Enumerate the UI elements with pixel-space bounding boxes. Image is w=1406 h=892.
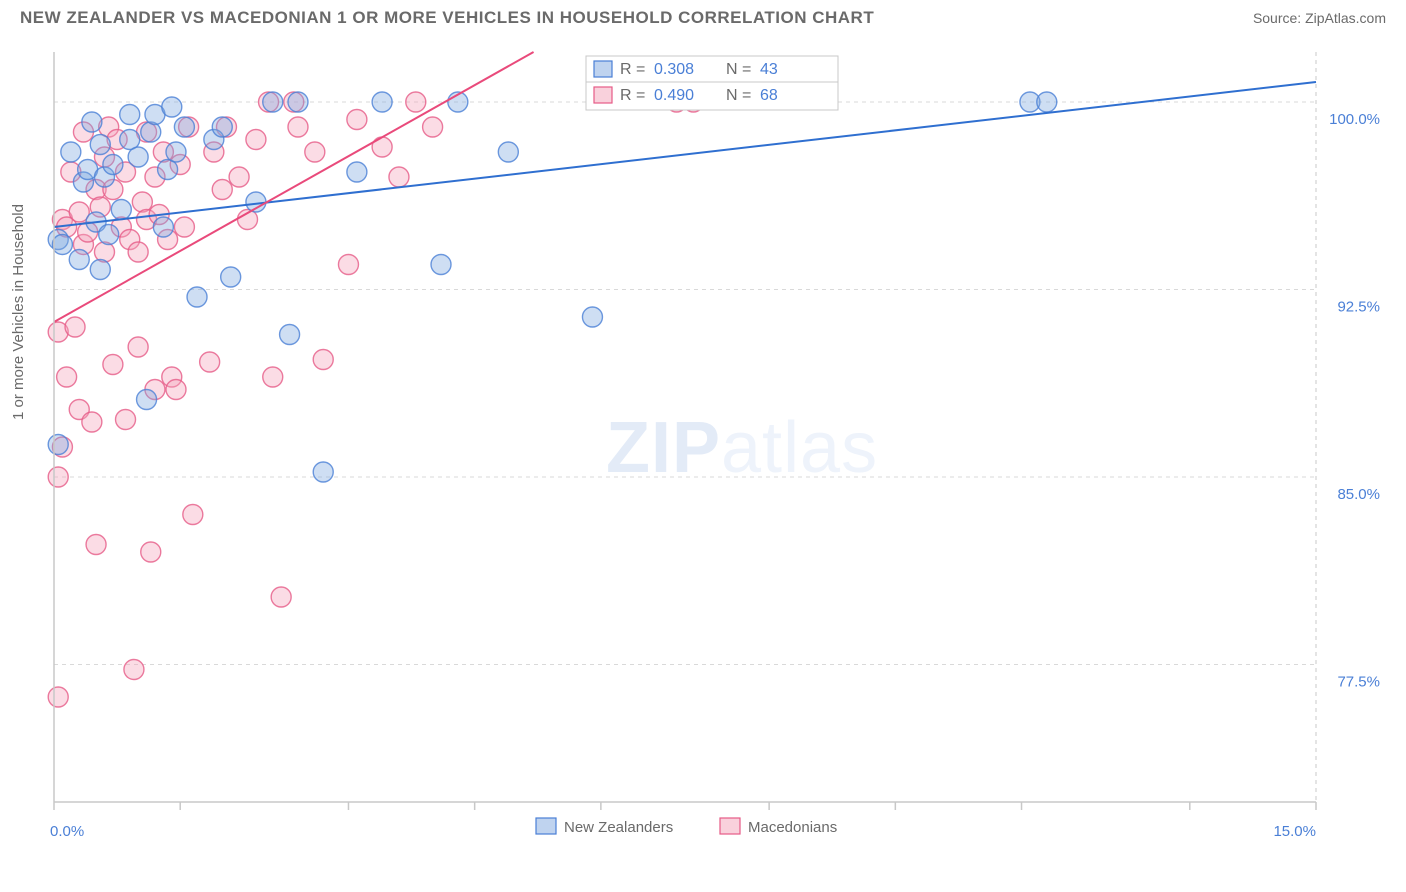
- svg-text:N =: N =: [726, 61, 751, 78]
- watermark: ZIPatlas: [606, 408, 878, 488]
- scatter-point: [183, 505, 203, 525]
- plot-area: 77.5% 85.0% 92.5% 100.0% ZIPatlas 0.0% 15.0% R …: [46, 42, 1384, 842]
- scatter-point: [221, 267, 241, 287]
- scatter-point: [65, 317, 85, 337]
- svg-text:68: 68: [760, 87, 778, 104]
- scatter-point: [166, 380, 186, 400]
- scatter-point: [128, 242, 148, 262]
- scatter-point: [229, 167, 249, 187]
- svg-text:R =: R =: [620, 61, 645, 78]
- svg-text:0.490: 0.490: [654, 87, 694, 104]
- scatter-point: [347, 162, 367, 182]
- scatter-point: [86, 535, 106, 555]
- scatter-point: [132, 192, 152, 212]
- scatter-point: [187, 287, 207, 307]
- scatter-point: [338, 255, 358, 275]
- scatter-point: [372, 137, 392, 157]
- scatter-point: [128, 337, 148, 357]
- scatter-point: [313, 462, 333, 482]
- scatter-point: [1037, 92, 1057, 112]
- chart-title: NEW ZEALANDER VS MACEDONIAN 1 OR MORE VE…: [20, 8, 874, 28]
- scatter-point: [406, 92, 426, 112]
- scatter-point: [128, 147, 148, 167]
- scatter-point: [57, 367, 77, 387]
- svg-text:R =: R =: [620, 87, 645, 104]
- scatter-point: [48, 435, 68, 455]
- scatter-point: [498, 142, 518, 162]
- scatter-point: [90, 135, 110, 155]
- scatter-point: [431, 255, 451, 275]
- scatter-point: [69, 250, 89, 270]
- source-label: Source: ZipAtlas.com: [1253, 10, 1386, 26]
- scatter-point: [61, 142, 81, 162]
- scatter-point: [280, 325, 300, 345]
- svg-text:N =: N =: [726, 87, 751, 104]
- legend-label: Macedonians: [748, 819, 837, 836]
- svg-text:43: 43: [760, 61, 778, 78]
- scatter-point: [99, 225, 119, 245]
- scatter-point: [582, 307, 602, 327]
- x-tick-label: 0.0%: [50, 823, 84, 840]
- scatter-point: [82, 412, 102, 432]
- scatter-point: [288, 92, 308, 112]
- y-tick-label: 77.5%: [1337, 674, 1380, 691]
- legend-swatch: [536, 818, 556, 834]
- scatter-point: [48, 467, 68, 487]
- scatter-point: [90, 260, 110, 280]
- scatter-point: [389, 167, 409, 187]
- legend: New Zealanders Macedonians: [536, 818, 837, 836]
- scatter-chart: 77.5% 85.0% 92.5% 100.0% ZIPatlas 0.0% 15.0% R …: [46, 42, 1384, 842]
- scatter-point: [372, 92, 392, 112]
- scatter-point: [200, 352, 220, 372]
- y-tick-label: 85.0%: [1337, 486, 1380, 503]
- scatter-point: [263, 367, 283, 387]
- scatter-point: [305, 142, 325, 162]
- scatter-point: [347, 110, 367, 130]
- scatter-point: [162, 97, 182, 117]
- scatter-point: [52, 235, 72, 255]
- y-tick-label: 100.0%: [1329, 111, 1380, 128]
- scatter-point: [120, 105, 140, 125]
- scatter-point: [94, 242, 114, 262]
- scatter-point: [212, 117, 232, 137]
- stat-box: R = 0.308 N = 43 R = 0.490 N = 68: [586, 56, 838, 110]
- title-bar: NEW ZEALANDER VS MACEDONIAN 1 OR MORE VE…: [0, 0, 1406, 32]
- scatter-point: [103, 155, 123, 175]
- y-tick-label: 92.5%: [1337, 299, 1380, 316]
- scatter-point: [82, 112, 102, 132]
- scatter-point: [141, 122, 161, 142]
- scatter-point: [212, 180, 232, 200]
- scatter-point: [246, 130, 266, 150]
- scatter-point: [153, 217, 173, 237]
- scatter-point: [271, 587, 291, 607]
- scatter-point: [313, 350, 333, 370]
- scatter-point: [137, 390, 157, 410]
- scatter-point: [48, 687, 68, 707]
- scatter-point: [124, 660, 144, 680]
- scatter-point: [116, 410, 136, 430]
- scatter-point: [141, 542, 161, 562]
- scatter-point: [111, 200, 131, 220]
- y-axis-label: 1 or more Vehicles in Household: [10, 204, 27, 420]
- scatter-point: [263, 92, 283, 112]
- scatter-point: [174, 117, 194, 137]
- legend-swatch: [720, 818, 740, 834]
- x-tick-label: 15.0%: [1273, 823, 1316, 840]
- scatter-point: [423, 117, 443, 137]
- scatter-point: [174, 217, 194, 237]
- scatter-point: [288, 117, 308, 137]
- svg-text:0.308: 0.308: [654, 61, 694, 78]
- legend-label: New Zealanders: [564, 819, 673, 836]
- scatter-point: [166, 142, 186, 162]
- scatter-point: [103, 355, 123, 375]
